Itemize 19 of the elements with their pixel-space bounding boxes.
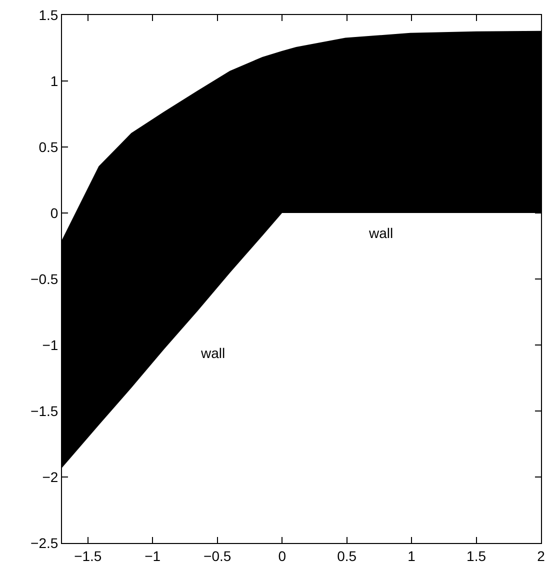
- x-tick-label: −1.5: [74, 548, 102, 564]
- y-tick-label: 0.5: [38, 138, 58, 155]
- y-tick-label: 1.5: [38, 6, 58, 23]
- y-tick-label: 0: [50, 204, 58, 221]
- x-tick-label: 0: [278, 548, 286, 564]
- x-tick-label: 2: [537, 548, 546, 564]
- y-tick-label: −1.5: [30, 402, 58, 419]
- y-tick-label: −2.5: [30, 534, 58, 551]
- x-tick-label: 0.5: [337, 548, 357, 564]
- x-tick-label: 1.5: [466, 548, 486, 564]
- y-tick-label: −0.5: [30, 270, 58, 287]
- x-tick-label: −1: [144, 548, 161, 564]
- y-tick-label: −2: [42, 468, 58, 485]
- annotation: wall: [368, 225, 394, 241]
- annotation: wall: [200, 345, 226, 361]
- y-tick-label: −1: [42, 336, 58, 353]
- x-tick-label: −0.5: [204, 548, 232, 564]
- y-tick-label: 1: [50, 72, 58, 89]
- x-tick-label: 1: [408, 548, 416, 564]
